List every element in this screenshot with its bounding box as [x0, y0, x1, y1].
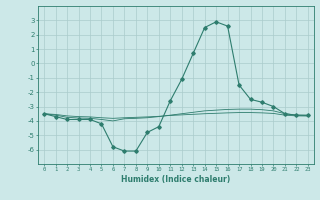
- X-axis label: Humidex (Indice chaleur): Humidex (Indice chaleur): [121, 175, 231, 184]
